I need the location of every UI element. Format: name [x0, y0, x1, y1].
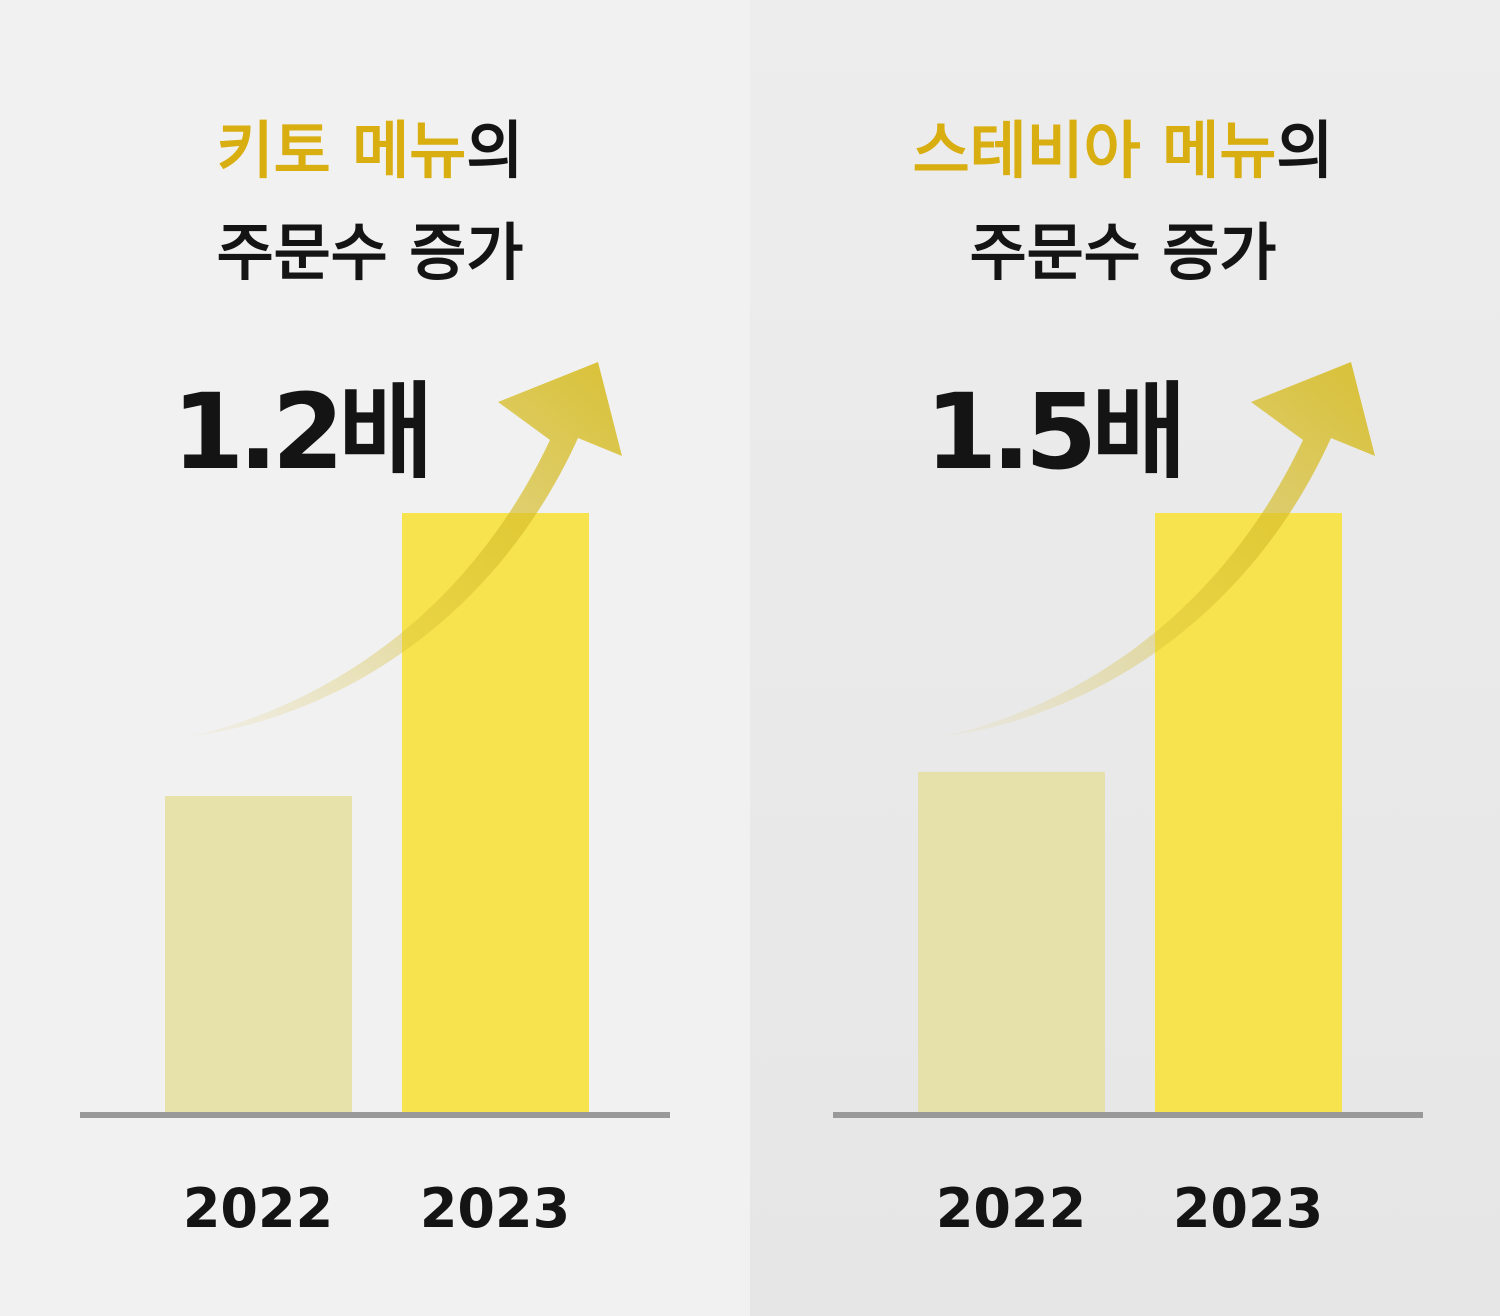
- bar: [402, 513, 589, 1115]
- annotation: 1.5배: [925, 371, 1181, 493]
- x-tick-label: 2023: [1173, 1177, 1323, 1240]
- title-part: 키토 메뉴: [217, 114, 467, 187]
- chart-subtitle: 주문수 증가: [217, 216, 524, 289]
- growth-arrow: [941, 362, 1375, 737]
- x-tick-label: 2023: [420, 1177, 570, 1240]
- growth-arrow: [188, 362, 622, 737]
- bar: [165, 795, 352, 1115]
- bar: [1155, 513, 1342, 1115]
- chart-title: 스테비아 메뉴의: [913, 114, 1334, 187]
- title-part: 의: [1276, 114, 1333, 187]
- chart-title: 키토 메뉴의: [217, 114, 524, 187]
- x-tick-label: 2022: [183, 1177, 333, 1240]
- x-tick-label: 2022: [936, 1177, 1086, 1240]
- bar: [918, 771, 1105, 1115]
- chart-subtitle: 주문수 증가: [970, 216, 1277, 289]
- annotation: 1.2배: [172, 371, 428, 493]
- title-part: 의: [466, 114, 523, 187]
- title-part: 스테비아 메뉴: [913, 114, 1277, 187]
